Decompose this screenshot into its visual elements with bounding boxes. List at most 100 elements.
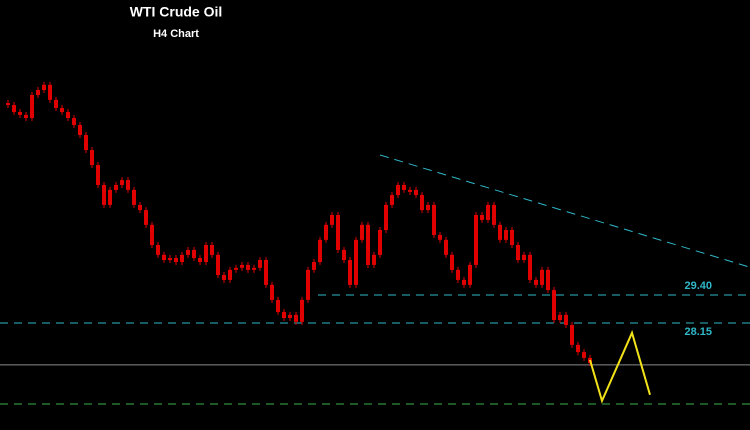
candle (24, 114, 28, 119)
candle (306, 269, 310, 300)
candle (30, 94, 34, 119)
candle (576, 344, 580, 353)
candle (114, 184, 118, 190)
candle (384, 204, 388, 231)
candle (204, 245, 208, 263)
candle (486, 204, 490, 220)
candle (528, 254, 532, 280)
candle (60, 107, 64, 112)
candle (126, 180, 130, 190)
candle (216, 254, 220, 276)
candle (186, 249, 190, 255)
candle (84, 135, 88, 151)
candle (378, 230, 382, 255)
candle (246, 264, 250, 270)
candle (234, 267, 238, 270)
candle (492, 204, 496, 225)
candle (120, 180, 124, 185)
candle (480, 215, 484, 220)
candle (276, 299, 280, 312)
candle (108, 189, 112, 205)
candle (366, 224, 370, 265)
candle (210, 245, 214, 255)
candle (132, 189, 136, 205)
candle (150, 224, 154, 246)
candle (66, 111, 70, 119)
level-label: 29.40 (684, 280, 712, 292)
candle (288, 314, 292, 319)
candle (42, 84, 46, 91)
candle (252, 267, 256, 270)
candle (12, 105, 16, 112)
candle (498, 224, 502, 240)
candle (240, 264, 244, 268)
candle (258, 260, 262, 268)
candle (156, 245, 160, 255)
candle (360, 224, 364, 240)
level-label: 28.15 (684, 326, 712, 338)
candle (570, 324, 574, 345)
candle (396, 184, 400, 196)
chart-title: WTI Crude Oil (130, 4, 223, 20)
candle (198, 258, 202, 263)
candle (18, 111, 22, 115)
candle (420, 195, 424, 211)
candle (168, 258, 172, 261)
candle (582, 352, 586, 358)
candle (522, 254, 526, 261)
candle (432, 204, 436, 235)
candle (90, 150, 94, 166)
candle (426, 204, 430, 211)
candle (318, 239, 322, 263)
candle (372, 254, 376, 265)
candle (438, 234, 442, 240)
candle (474, 215, 478, 265)
candle (558, 314, 562, 321)
candle (192, 249, 196, 258)
candle (534, 279, 538, 285)
candle (552, 290, 556, 321)
candle (270, 284, 274, 300)
candle (48, 84, 52, 100)
candle (540, 269, 544, 285)
candle (336, 215, 340, 250)
candle (342, 249, 346, 261)
candle (510, 230, 514, 246)
candle (450, 254, 454, 270)
candle (390, 195, 394, 205)
candle (354, 239, 358, 285)
candle (564, 314, 568, 325)
candle (72, 118, 76, 125)
candle (222, 275, 226, 280)
candle (228, 269, 232, 280)
candle (264, 260, 268, 285)
candle (402, 184, 406, 190)
candle (282, 311, 286, 319)
chart-subtitle: H4 Chart (153, 28, 199, 40)
projection-path (589, 329, 651, 404)
candle (504, 230, 508, 240)
candle (300, 299, 304, 322)
candle (180, 254, 184, 263)
candle (408, 189, 412, 192)
candle (54, 99, 58, 108)
candle (414, 189, 418, 196)
candle (330, 215, 334, 225)
candle (102, 184, 106, 205)
candle (546, 269, 550, 291)
candle (444, 239, 448, 255)
candle (324, 224, 328, 240)
candle (294, 314, 298, 322)
candle (36, 90, 40, 95)
candle (6, 103, 10, 106)
candle (516, 245, 520, 261)
trendline (379, 154, 750, 268)
candle (348, 260, 352, 285)
candle (456, 269, 460, 280)
candle (162, 254, 166, 261)
candle (174, 258, 178, 263)
candle (96, 165, 100, 185)
candle (144, 210, 148, 225)
